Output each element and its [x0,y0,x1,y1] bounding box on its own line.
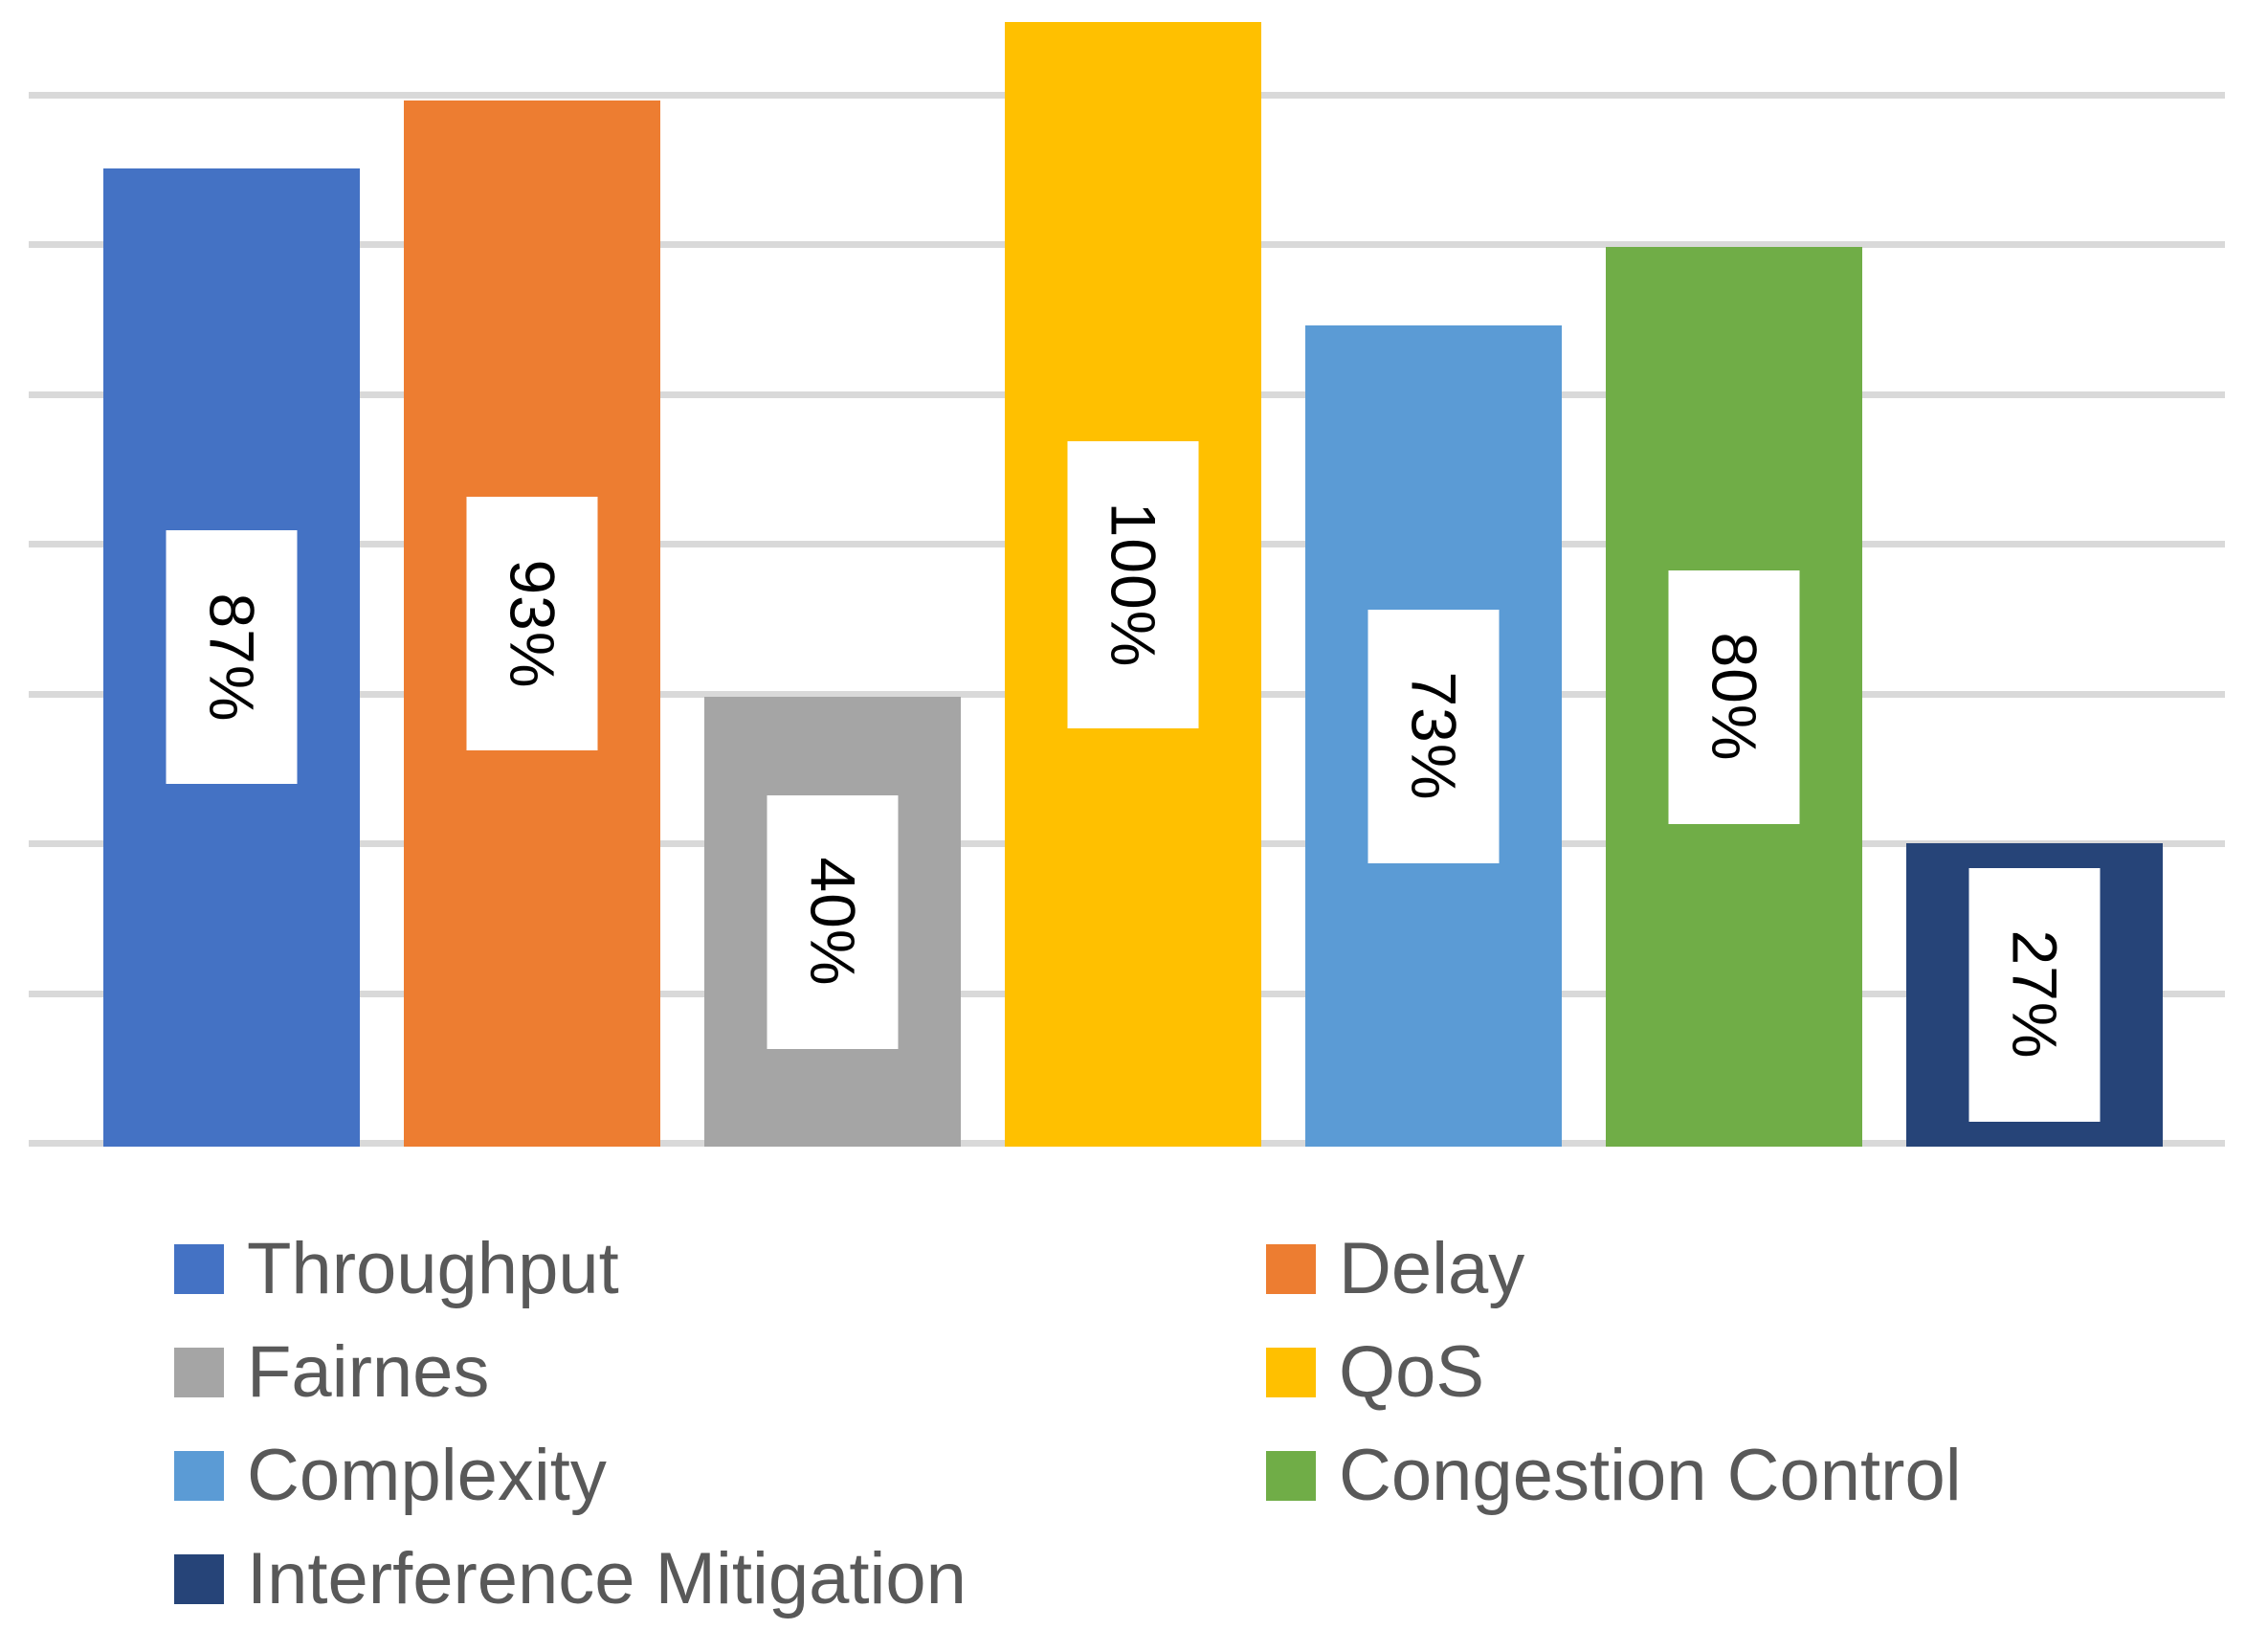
legend-swatch-qos [1266,1348,1316,1397]
bar-interference-mitigation: 27% [1906,842,2163,1147]
legend-swatch-fairnes [174,1348,224,1397]
legend-swatch-throughput [174,1244,224,1294]
data-label-box-complexity: 73% [1367,609,1500,863]
data-label-complexity: 73% [1398,671,1469,801]
legend-column-right: Delay QoS Congestion Control [1266,1217,1962,1528]
legend-item-throughput: Throughput [174,1217,967,1321]
data-label-interference-mitigation: 27% [1999,929,2070,1060]
legend-swatch-congestion-control [1266,1451,1316,1501]
legend-label-throughput: Throughput [247,1228,619,1309]
legend-label-interference-mitigation: Interference Mitigation [247,1538,967,1619]
legend-item-delay: Delay [1266,1217,1962,1321]
data-label-fairnes: 40% [797,857,868,987]
data-label-box-congestion-control: 80% [1668,569,1800,824]
data-label-box-fairnes: 40% [767,794,899,1049]
legend-item-congestion-control: Congestion Control [1266,1424,1962,1528]
data-label-throughput: 87% [196,592,267,723]
legend-label-complexity: Complexity [247,1435,607,1516]
legend-item-interference-mitigation: Interference Mitigation [174,1528,967,1631]
legend-label-congestion-control: Congestion Control [1339,1435,1962,1516]
bar-fairnes: 40% [704,697,961,1147]
legend-swatch-complexity [174,1451,224,1501]
plot-area: 87% 93% 40% 100% 73% 80% 27% [29,22,2225,1147]
data-label-delay: 93% [497,559,567,689]
legend-label-qos: QoS [1339,1331,1485,1413]
data-label-box-delay: 93% [466,497,598,751]
bar-throughput: 87% [103,167,360,1147]
bar-congestion-control: 80% [1606,247,1862,1147]
data-label-qos: 100% [1098,502,1168,667]
legend-item-complexity: Complexity [174,1424,967,1528]
data-label-box-qos: 100% [1067,440,1199,728]
data-label-box-interference-mitigation: 27% [1968,867,2101,1122]
bar-qos: 100% [1005,22,1261,1147]
data-label-congestion-control: 80% [1699,632,1769,762]
bar-complexity: 73% [1305,325,1562,1147]
data-label-box-throughput: 87% [166,530,298,785]
legend-swatch-delay [1266,1244,1316,1294]
legend-label-fairnes: Fairnes [247,1331,490,1413]
legend-item-qos: QoS [1266,1321,1962,1424]
legend-label-delay: Delay [1339,1228,1525,1309]
bar-delay: 93% [404,100,660,1147]
legend-swatch-interference-mitigation [174,1554,224,1604]
legend-item-fairnes: Fairnes [174,1321,967,1424]
legend-column-left: Throughput Fairnes Complexity Interference … [174,1217,967,1631]
